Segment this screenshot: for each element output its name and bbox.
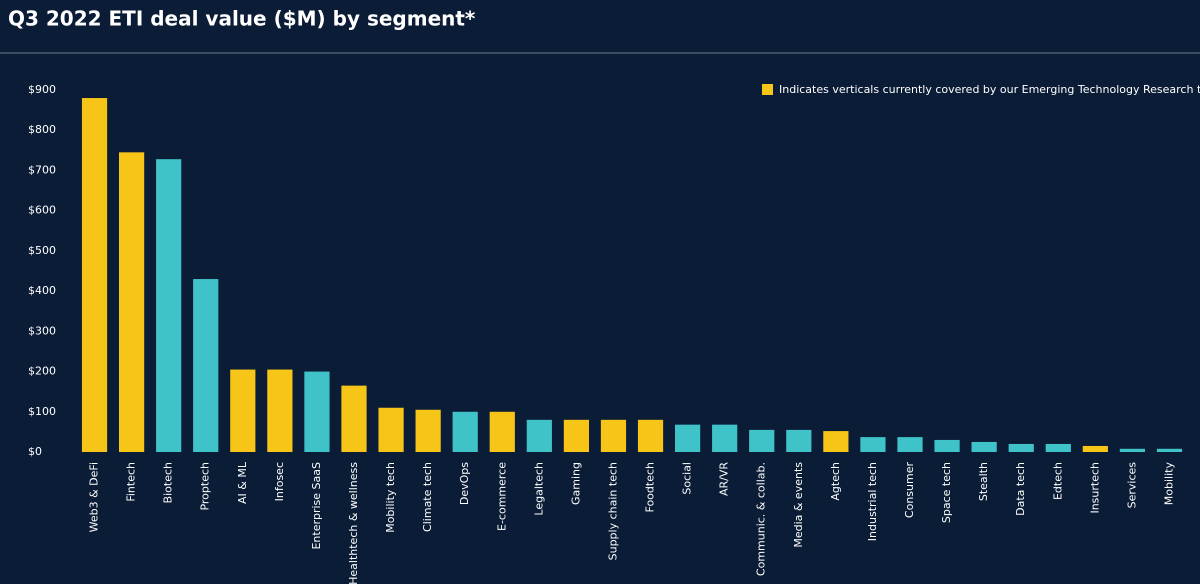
y-tick-label: $700: [28, 163, 56, 176]
x-tick-label: E-commerce: [495, 462, 508, 531]
x-tick-label: Gaming: [569, 462, 582, 505]
y-tick-label: $600: [28, 204, 56, 217]
x-tick-label: Media & events: [792, 462, 805, 548]
x-tick-label: Services: [1125, 462, 1138, 509]
x-tick-label: Consumer: [903, 462, 916, 519]
x-tick-label: Industrial tech: [866, 462, 879, 541]
bar: [156, 159, 182, 452]
x-tick-label: Agtech: [829, 462, 842, 501]
bar: [674, 424, 701, 452]
x-tick-label: Foodtech: [644, 462, 657, 513]
bar: [230, 369, 256, 452]
x-tick-label: Communic. & collab.: [755, 462, 768, 576]
x-tick-label: Edtech: [1051, 462, 1064, 500]
x-tick-label: Infosec: [273, 462, 286, 501]
bar: [786, 429, 812, 452]
bar: [823, 431, 849, 452]
x-tick-label: Supply chain tech: [606, 462, 619, 560]
y-tick-label: $500: [28, 244, 56, 257]
x-tick-label: Stealth: [977, 462, 990, 501]
bar: [897, 437, 923, 452]
y-tick-label: $0: [28, 445, 42, 458]
x-tick-label: Insurtech: [1088, 462, 1101, 514]
bar: [860, 437, 886, 452]
y-tick-label: $200: [28, 365, 56, 378]
x-tick-label: Web3 & DeFi: [88, 462, 101, 532]
y-tick-label: $400: [28, 284, 56, 297]
bar: [81, 98, 108, 453]
bar: [452, 411, 478, 452]
x-tick-label: Social: [681, 462, 694, 495]
bar: [1082, 445, 1108, 452]
bar: [118, 152, 145, 452]
x-tick-label: Data tech: [1014, 462, 1027, 516]
x-tick-label: Enterprise SaaS: [310, 462, 323, 550]
x-tick-label: Proptech: [199, 462, 212, 511]
x-tick-label: AR/VR: [718, 462, 731, 496]
bar: [1119, 448, 1146, 452]
bar: [526, 419, 552, 452]
bar: [193, 279, 219, 452]
legend-swatch: [762, 84, 773, 95]
legend-label: Indicates verticals currently covered by…: [779, 83, 1200, 96]
y-tick-label: $300: [28, 324, 56, 337]
bar: [304, 371, 330, 452]
bar: [600, 419, 627, 452]
bar: [378, 407, 404, 452]
bar: [1156, 448, 1183, 452]
y-tick-label: $900: [28, 83, 56, 96]
x-tick-label: Space tech: [940, 462, 953, 523]
x-tick-label: Healthtech & wellness: [347, 462, 360, 584]
x-tick-label: Climate tech: [421, 462, 434, 532]
bar: [267, 369, 293, 452]
bar: [341, 385, 367, 452]
x-tick-label: Fintech: [125, 462, 138, 502]
x-tick-label: Mobility: [1162, 462, 1175, 506]
bar: [749, 429, 775, 452]
bar: [1045, 443, 1071, 452]
chart-title: Q3 2022 ETI deal value ($M) by segment*: [8, 7, 476, 31]
x-tick-label: DevOps: [458, 462, 471, 505]
bar: [712, 424, 738, 452]
bar: [1008, 443, 1034, 452]
x-tick-label: Biotech: [162, 462, 175, 503]
x-tick-label: AI & ML: [236, 461, 249, 504]
y-tick-label: $800: [28, 123, 56, 136]
y-tick-label: $100: [28, 405, 56, 418]
x-tick-label: Legaltech: [532, 462, 545, 516]
x-tick-label: Mobility tech: [384, 462, 397, 533]
bar: [971, 441, 997, 452]
bar: [934, 439, 960, 452]
bar: [637, 419, 664, 452]
bar: [563, 419, 590, 452]
bar: [415, 409, 441, 452]
bar: [489, 411, 515, 452]
